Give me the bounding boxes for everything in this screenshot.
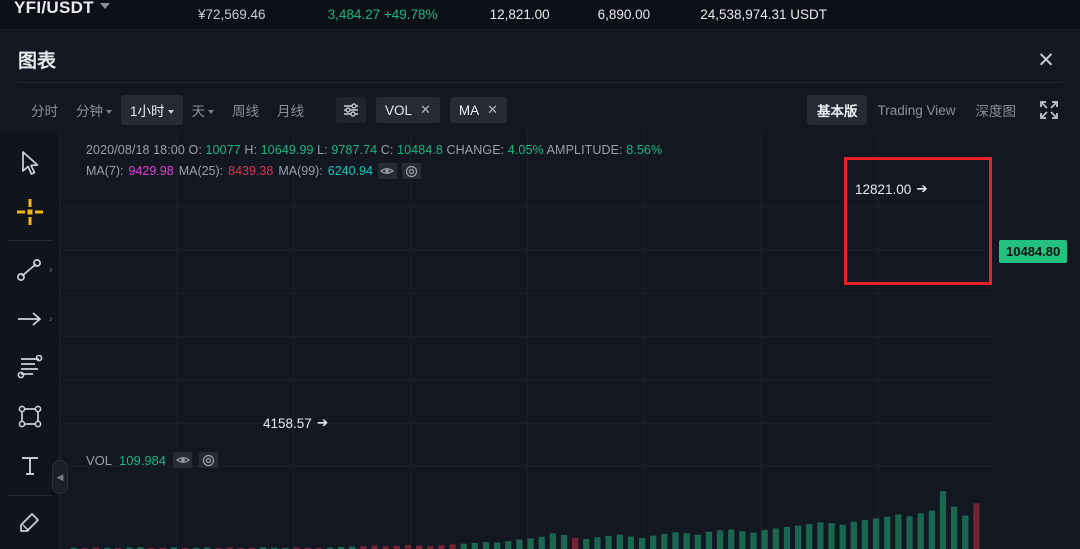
remove-indicator-icon[interactable]: ✕: [420, 102, 431, 117]
timeframe-month[interactable]: 月线: [268, 95, 313, 125]
chart-gridlines: [60, 130, 995, 549]
timeframe-group: 分时 分钟 1小时 天 周线 月线: [22, 90, 313, 130]
chevron-right-icon: ›: [49, 264, 53, 276]
chevron-down-icon: [167, 110, 174, 114]
ma7-value: 9429.98: [128, 164, 174, 178]
high-price: 12,821.00: [489, 7, 550, 22]
legend-open-value: 10077: [205, 143, 241, 157]
tab-basic-version[interactable]: 基本版: [806, 95, 868, 125]
chevron-left-icon: ◀: [56, 471, 64, 482]
text-icon[interactable]: [0, 442, 60, 491]
volume-bars: [70, 491, 980, 549]
timeframe-1hour[interactable]: 1小时: [121, 95, 183, 125]
volume-legend: VOL 109.984: [86, 452, 219, 468]
trading-pair-selector[interactable]: YFI/USDT: [0, 0, 190, 25]
sliders-icon[interactable]: [336, 97, 366, 123]
timeframe-label: 分时: [31, 104, 58, 119]
page-title: 图表: [18, 51, 57, 72]
price-axis[interactable]: 10484.80: [995, 130, 1080, 549]
timeframe-label: 月线: [277, 104, 305, 119]
trading-pair-label: YFI/USDT: [14, 0, 94, 17]
annotation-high: 12821.00 ➔: [855, 181, 928, 197]
annotation-low: 4158.57 ➔: [263, 415, 328, 431]
timeframe-day[interactable]: 天: [183, 95, 224, 125]
gear-icon[interactable]: [199, 452, 219, 468]
legend-close-value: 10484.8: [397, 143, 443, 157]
arrow-right-icon: ➔: [316, 415, 329, 430]
view-mode-group: 基本版 Trading View 深度图: [806, 90, 1060, 130]
close-icon[interactable]: ✕: [1037, 48, 1055, 72]
low-price: 6,890.00: [597, 7, 651, 22]
ma99-label: MA(99):: [278, 164, 323, 178]
rectangle-icon[interactable]: [0, 393, 60, 442]
gear-icon[interactable]: [401, 163, 421, 179]
fullscreen-icon[interactable]: [1038, 99, 1060, 121]
legend-open-label: O:: [188, 143, 202, 157]
arrow-right-icon[interactable]: ›: [0, 294, 60, 343]
volume-label: VOL: [86, 452, 113, 468]
legend-amplitude-value: 8.56%: [626, 143, 663, 157]
ma-legend: MA(7): 9429.98 MA(25): 8439.38 MA(99): 6…: [86, 163, 421, 179]
legend-change-label: CHANGE:: [446, 143, 505, 157]
panel-title-bar: 图表 ✕: [0, 30, 1080, 82]
ma25-label: MA(25):: [178, 164, 224, 178]
crosshair-icon[interactable]: [0, 187, 60, 236]
eye-icon[interactable]: [173, 452, 193, 468]
indicator-label: MA: [458, 102, 480, 118]
ticker-header: YFI/USDT ¥72,569.46 3,484.27 +49.78% 12,…: [0, 0, 1080, 30]
chevron-down-icon: [208, 110, 215, 114]
timeframe-fenshi[interactable]: 分时: [22, 95, 67, 125]
indicator-chip-ma[interactable]: MA ✕: [449, 97, 508, 123]
ma25-value: 8439.38: [228, 164, 274, 178]
timeframe-minutes[interactable]: 分钟: [67, 95, 121, 125]
annotation-low-label: 4158.57: [263, 415, 312, 431]
candlestick-chart: [60, 130, 995, 549]
arrow-right-icon: ➔: [916, 181, 928, 196]
legend-low-label: L:: [317, 143, 328, 157]
remove-indicator-icon[interactable]: ✕: [487, 102, 499, 117]
ohlc-legend: 2020/08/18 18:00 O: 10077 H: 10649.99 L:…: [86, 143, 662, 157]
chevron-down-icon: [99, 2, 110, 9]
ma99-value: 6240.94: [327, 164, 373, 178]
chevron-down-icon: [106, 110, 112, 114]
volume-value: 109.984: [119, 452, 167, 468]
rail-separator: [7, 240, 52, 242]
timeframe-label: 分钟: [76, 104, 103, 119]
chart-canvas[interactable]: 2020/08/18 18:00 O: 10077 H: 10649.99 L:…: [52, 130, 995, 549]
pencil-icon[interactable]: [0, 500, 60, 549]
legend-change-value: 4.05%: [507, 143, 544, 157]
trend-line-icon[interactable]: ›: [0, 245, 60, 294]
cursor-icon[interactable]: [0, 138, 60, 187]
collapse-panel-handle[interactable]: ◀: [52, 460, 68, 494]
chart-toolbar: 分时 分钟 1小时 天 周线 月线: [0, 90, 1080, 130]
legend-high-label: H:: [244, 143, 258, 157]
divider: [18, 82, 1062, 83]
timeframe-label: 天: [191, 104, 206, 119]
legend-amplitude-label: AMPLITUDE:: [546, 143, 623, 157]
chevron-right-icon: ›: [49, 313, 53, 325]
timeframe-label: 1小时: [130, 104, 165, 119]
timeframe-label: 周线: [232, 104, 260, 119]
tab-trading-view[interactable]: Trading View: [877, 102, 956, 118]
volume-24h: 24,538,974.31 USDT: [700, 7, 828, 22]
legend-high-value: 10649.99: [260, 143, 314, 157]
eye-icon[interactable]: [377, 163, 397, 179]
legend-low-value: 9787.74: [331, 143, 378, 157]
timeframe-week[interactable]: 周线: [223, 95, 268, 125]
rail-separator: [7, 494, 52, 496]
price-change: 3,484.27 +49.78%: [327, 7, 438, 22]
ma7-label: MA(7):: [86, 164, 124, 178]
fib-lines-icon[interactable]: [0, 344, 60, 393]
legend-datetime: 2020/08/18 18:00: [86, 143, 185, 157]
indicator-group: VOL ✕ MA ✕: [336, 90, 508, 130]
legend-close-label: C:: [380, 143, 394, 157]
indicator-label: VOL: [385, 102, 413, 118]
tab-depth-chart[interactable]: 深度图: [975, 104, 1017, 119]
current-price-tag: 10484.80: [999, 240, 1068, 263]
indicator-chip-vol[interactable]: VOL ✕: [376, 97, 440, 123]
annotation-high-label: 12821.00: [855, 181, 912, 197]
fiat-price: ¥72,569.46: [198, 7, 266, 22]
drawing-tool-rail: › ›: [0, 130, 60, 549]
